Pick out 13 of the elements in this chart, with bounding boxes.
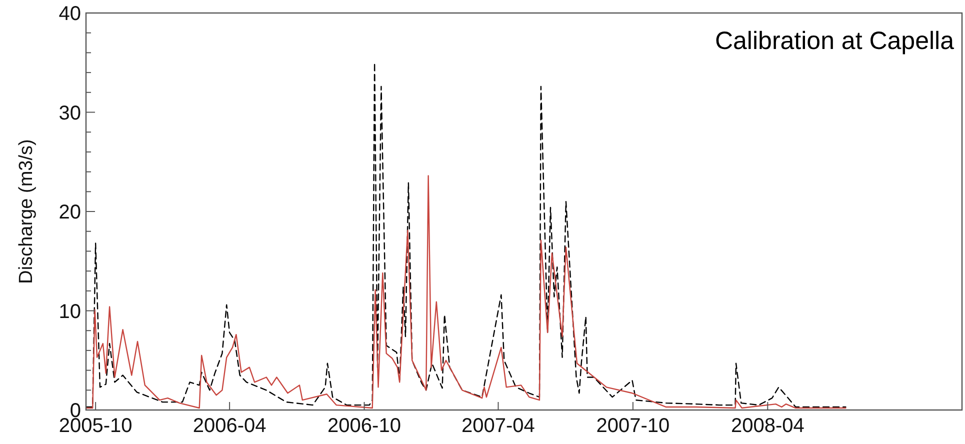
y-tick-label: 40 [58, 3, 81, 25]
line-series [86, 62, 846, 408]
y-tick-label: 10 [58, 300, 81, 323]
x-tick-label: 2006-10 [328, 415, 401, 437]
y-tick-label: 20 [58, 202, 81, 224]
text: Calibration at Capella [714, 27, 954, 55]
x-tick-label: 2006-04 [192, 415, 266, 437]
y-tick-label: 30 [58, 102, 81, 124]
x-tick-label: 2007-04 [462, 415, 535, 437]
x-tick-label: 2008-04 [730, 415, 804, 437]
x-tick-label: 2007-10 [596, 415, 670, 437]
y-axis-title: Discharge (m3/s) [16, 139, 37, 284]
line-series [86, 175, 846, 409]
